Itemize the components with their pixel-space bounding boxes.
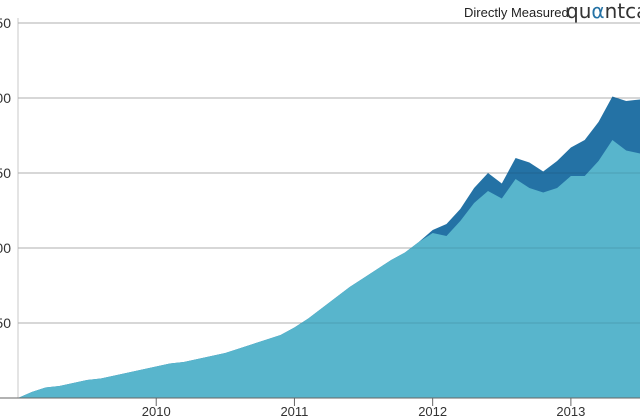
y-tick-label: 250	[0, 15, 11, 31]
logo-text-start: qu	[566, 0, 591, 23]
y-tick-label: 100	[0, 240, 11, 256]
quantcast-logo: quαntca	[566, 0, 640, 23]
axes	[0, 22, 640, 406]
logo-text-end: ntca	[605, 0, 640, 23]
y-tick-label: 200	[0, 90, 11, 106]
y-tick-label: 50	[0, 315, 11, 331]
series-areas	[18, 96, 640, 398]
series-area-primary	[18, 140, 640, 398]
x-tick-label: 2012	[418, 404, 447, 419]
x-tick-label: 2011	[280, 404, 308, 419]
brand-header: Directly Measured quαntca	[464, 0, 640, 23]
tick-labels: 50 100 150 200 250 2010 2011 2012 2013	[0, 15, 585, 419]
logo-accent-glyph: α	[591, 0, 604, 23]
directly-measured-label: Directly Measured	[464, 5, 569, 20]
x-tick-label: 2013	[556, 404, 585, 419]
y-tick-label: 150	[0, 165, 11, 181]
x-tick-label: 2010	[142, 404, 171, 419]
